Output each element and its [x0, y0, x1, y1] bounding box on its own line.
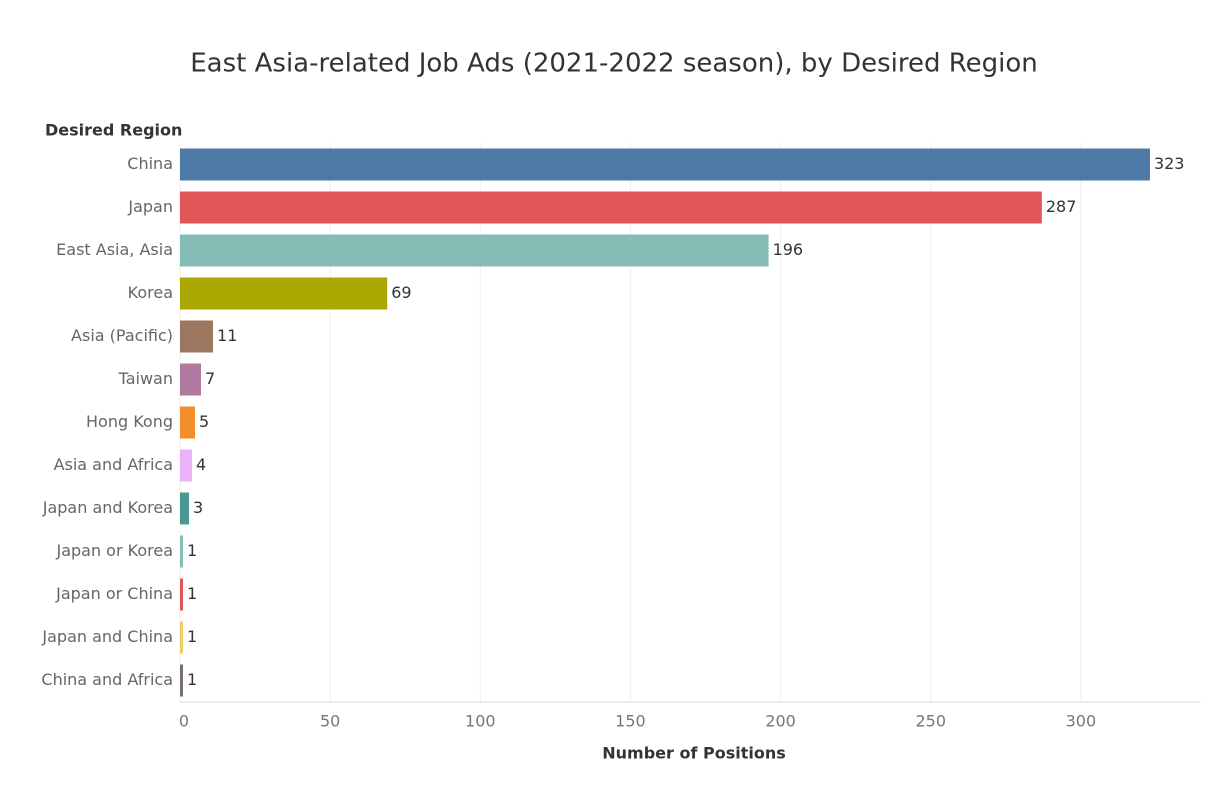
y-tick-label: Hong Kong — [86, 412, 173, 431]
y-tick-label: East Asia, Asia — [56, 240, 173, 259]
x-tick-label: 100 — [465, 712, 496, 731]
value-label: 1 — [187, 627, 197, 646]
value-label: 196 — [773, 240, 804, 259]
x-tick-label: 0 — [179, 712, 189, 731]
bar — [180, 191, 1042, 224]
bar — [180, 363, 202, 396]
y-tick-label: China and Africa — [41, 670, 173, 689]
bar — [180, 277, 388, 310]
x-tick-label: 50 — [320, 712, 340, 731]
value-label: 11 — [217, 326, 237, 345]
y-tick-label: Japan and China — [41, 627, 173, 646]
bar — [180, 148, 1150, 181]
y-tick-label: Taiwan — [118, 369, 173, 388]
value-label: 7 — [205, 369, 215, 388]
y-tick-label: Japan — [127, 197, 173, 216]
x-tick-label: 150 — [615, 712, 646, 731]
value-label: 1 — [187, 670, 197, 689]
y-tick-label: Japan or China — [55, 584, 173, 603]
x-axis-title: Number of Positions — [602, 744, 786, 763]
chart-title: East Asia-related Job Ads (2021-2022 sea… — [190, 49, 1038, 79]
bar — [180, 578, 184, 611]
value-label: 287 — [1046, 197, 1077, 216]
bar — [180, 664, 184, 697]
x-tick-label: 200 — [765, 712, 796, 731]
value-label: 69 — [391, 283, 411, 302]
y-tick-label: Korea — [128, 283, 173, 302]
value-label: 4 — [196, 455, 206, 474]
bar — [180, 234, 769, 267]
y-tick-label: Asia and Africa — [54, 455, 173, 474]
value-label: 1 — [187, 541, 197, 560]
value-label: 3 — [193, 498, 203, 517]
value-label: 5 — [199, 412, 209, 431]
y-tick-label: Japan and Korea — [42, 498, 173, 517]
bar — [180, 449, 193, 482]
value-label: 1 — [187, 584, 197, 603]
y-tick-label: Asia (Pacific) — [71, 326, 173, 345]
bar — [180, 621, 184, 654]
bar — [180, 535, 184, 568]
bar — [180, 406, 196, 439]
x-tick-label: 250 — [915, 712, 946, 731]
x-tick-label: 300 — [1066, 712, 1097, 731]
category-axis-title: Desired Region — [45, 121, 182, 140]
y-tick-label: Japan or Korea — [55, 541, 173, 560]
bar — [180, 320, 214, 353]
bar — [180, 492, 190, 525]
value-label: 323 — [1154, 154, 1185, 173]
y-tick-label: China — [127, 154, 173, 173]
